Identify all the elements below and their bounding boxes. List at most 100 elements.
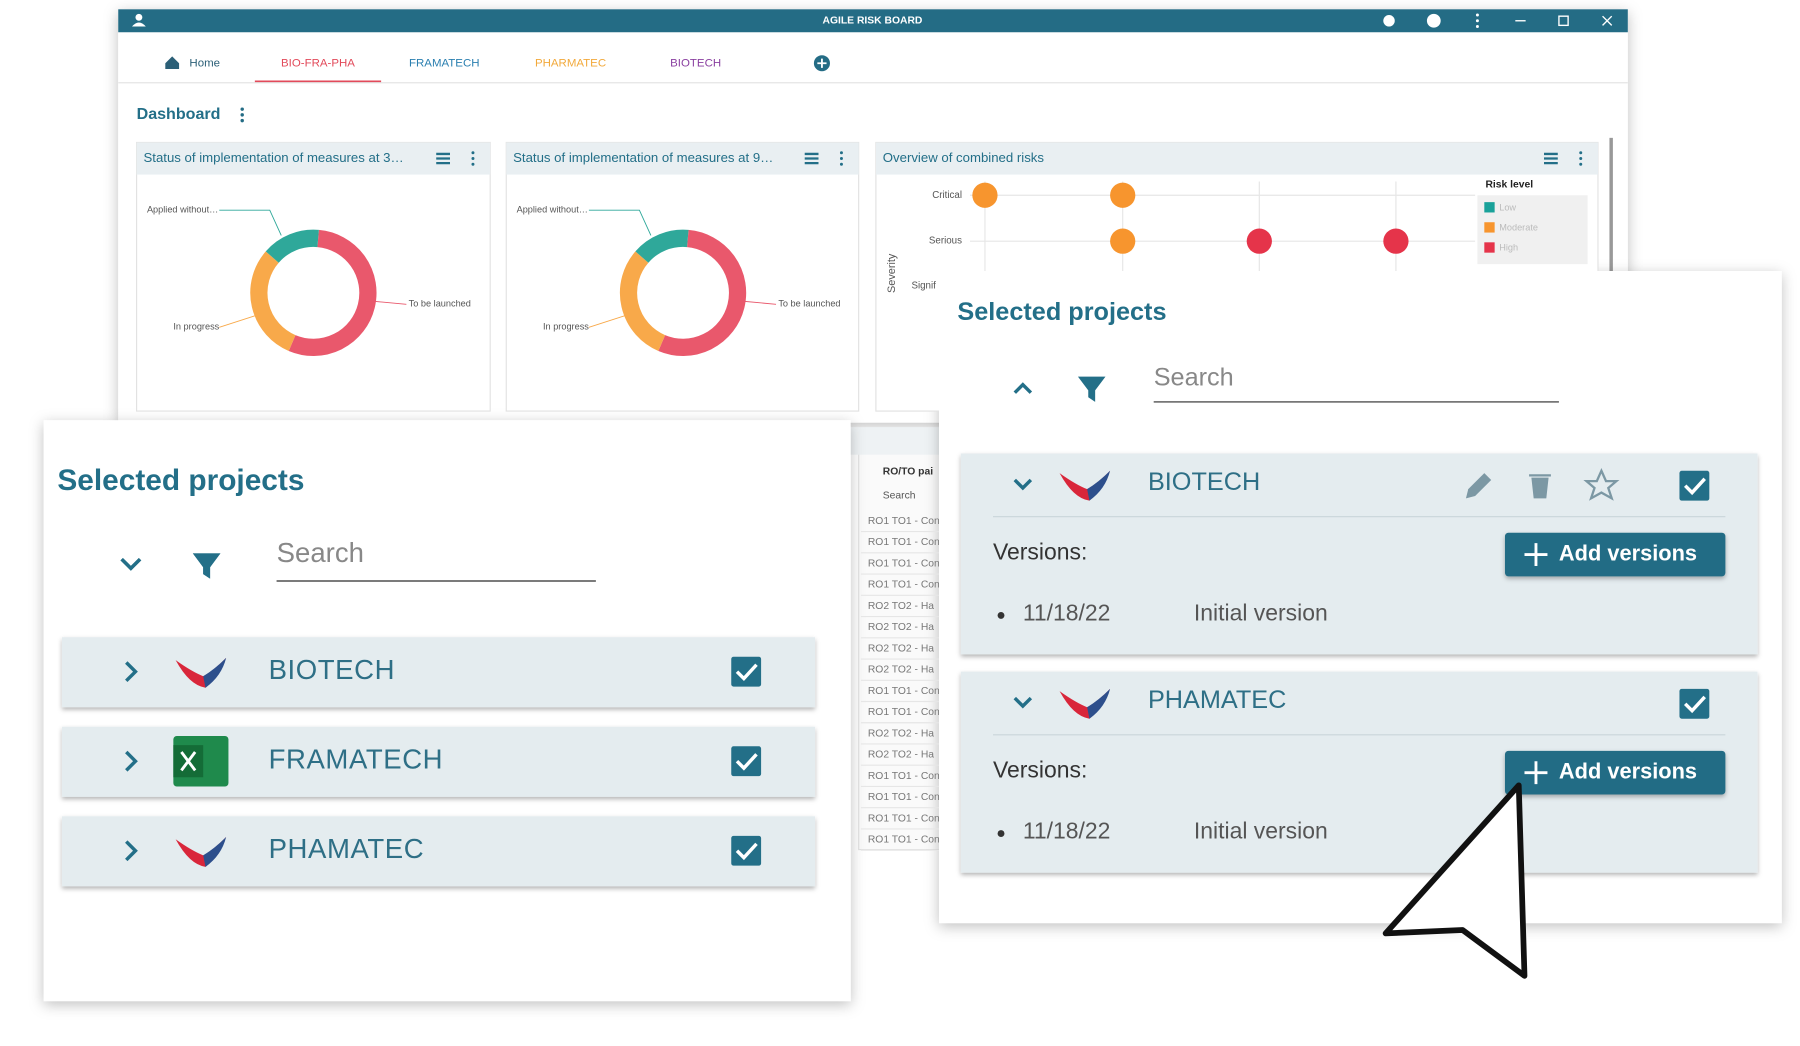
version-date: 11/18/22 — [1023, 599, 1111, 625]
widget-header — [875, 142, 1598, 175]
table-row: RO1 TO1 - Con — [868, 686, 940, 697]
risk-point — [1383, 228, 1409, 254]
risk-point — [1110, 182, 1136, 208]
panel-title: Selected projects — [957, 298, 1166, 326]
menu-dot — [839, 162, 843, 166]
window-title: AGILE RISK BOARD — [823, 16, 923, 27]
search-input[interactable]: Search — [1154, 364, 1234, 392]
project-card — [61, 637, 816, 708]
legend-title: Risk level — [1485, 180, 1533, 191]
version-label: Initial version — [1194, 817, 1328, 843]
checkbox[interactable] — [729, 744, 763, 778]
tab[interactable]: BIOTECH — [670, 57, 721, 69]
delete-icon[interactable] — [1529, 474, 1551, 499]
project-card — [61, 816, 816, 887]
menu-dot — [471, 162, 475, 166]
collapse[interactable] — [120, 557, 142, 571]
y-tick-label: Critical — [932, 190, 962, 201]
table-row: RO2 TO2 - Ha — [868, 750, 934, 761]
version-date: 11/18/22 — [1023, 817, 1111, 843]
donut-segment — [265, 229, 319, 264]
left-panel — [43, 420, 851, 1002]
risk-point — [1110, 228, 1136, 254]
widget-title: Status of implementation of measures at … — [513, 150, 773, 165]
info-icon[interactable] — [1426, 13, 1441, 28]
menu-dot — [471, 157, 475, 161]
table-row: RO1 TO1 - Con — [868, 537, 940, 548]
widget-header — [136, 142, 491, 175]
excel-icon-x — [180, 751, 197, 772]
add-versions-button[interactable] — [1504, 532, 1726, 577]
checkbox[interactable] — [729, 834, 763, 868]
expand-chevron[interactable] — [125, 661, 138, 683]
table-row: RO1 TO1 - Con — [868, 835, 940, 846]
tab[interactable]: FRAMATECH — [409, 57, 480, 69]
expand-chevron[interactable] — [125, 750, 138, 772]
tab[interactable]: PHARMATEC — [535, 57, 606, 69]
table-row: RO2 TO2 - Ha — [868, 622, 934, 633]
dashboard-title: Dashboard — [137, 105, 221, 123]
collapse-chevron[interactable] — [1013, 478, 1033, 491]
widget-header — [506, 142, 859, 175]
button-label: Add versions — [1559, 758, 1697, 783]
tab[interactable]: Home — [189, 57, 220, 69]
panel-title: Selected projects — [57, 464, 304, 497]
list-icon[interactable] — [804, 152, 819, 165]
table-row: RO1 TO1 - Con — [868, 580, 940, 591]
menu-dot — [471, 151, 475, 155]
star-icon[interactable] — [1583, 467, 1620, 501]
leader-line — [219, 209, 282, 236]
expand-chevron[interactable] — [125, 840, 138, 862]
settings-icon[interactable] — [1383, 15, 1395, 27]
donut-segment — [635, 229, 689, 264]
table-header: RO/TO pai — [883, 467, 933, 478]
cursor — [1382, 782, 1528, 979]
versions-label: Versions: — [993, 757, 1087, 783]
checkbox[interactable] — [729, 655, 763, 689]
list-icon[interactable] — [1544, 152, 1558, 165]
edit-icon[interactable] — [1465, 473, 1492, 499]
search-input[interactable]: Search — [277, 537, 364, 568]
project-name: PHAMATEC — [1148, 686, 1286, 714]
leader-line — [219, 315, 255, 328]
plus-icon — [1524, 543, 1548, 567]
expand[interactable] — [1013, 382, 1033, 394]
risk-point — [972, 182, 998, 208]
donut-label: In progress — [543, 322, 589, 332]
leader-line — [588, 315, 625, 328]
checkbox[interactable] — [1677, 687, 1712, 721]
table-row: RO1 TO1 - Con — [868, 707, 940, 718]
project-name: BIOTECH — [269, 654, 395, 685]
bullet — [997, 830, 1005, 837]
legend-swatch — [1484, 202, 1495, 213]
tab[interactable]: BIO-FRA-PHA — [281, 57, 355, 69]
donut-segment — [619, 251, 666, 351]
legend-box — [1477, 195, 1588, 265]
home-icon — [165, 56, 180, 69]
add-versions-button[interactable] — [1504, 750, 1726, 795]
table-row: RO1 TO1 - Con — [868, 558, 940, 569]
donut-segment — [288, 229, 377, 356]
leader-line — [588, 209, 652, 236]
table-row: RO2 TO2 - Ha — [868, 728, 934, 739]
list-icon[interactable] — [436, 152, 451, 165]
project-name: FRAMATECH — [269, 743, 444, 774]
checkbox[interactable] — [1677, 469, 1712, 503]
risk-point — [1246, 228, 1272, 254]
project-name: BIOTECH — [1148, 468, 1260, 496]
donut-label: In progress — [173, 322, 219, 332]
y-tick-label: Signif — [911, 281, 936, 292]
versions-label: Versions: — [993, 538, 1087, 564]
donut-label: To be launched — [778, 299, 840, 309]
menu-dot — [1579, 157, 1583, 161]
donut-segment — [250, 251, 296, 351]
leader-line — [369, 300, 407, 305]
bullet — [997, 611, 1005, 619]
menu-dot — [839, 157, 843, 161]
collapse-chevron[interactable] — [1013, 696, 1033, 709]
donut-label: To be launched — [409, 299, 471, 309]
table-search: Search — [883, 491, 916, 502]
table-row: RO2 TO2 - Ha — [868, 665, 934, 676]
